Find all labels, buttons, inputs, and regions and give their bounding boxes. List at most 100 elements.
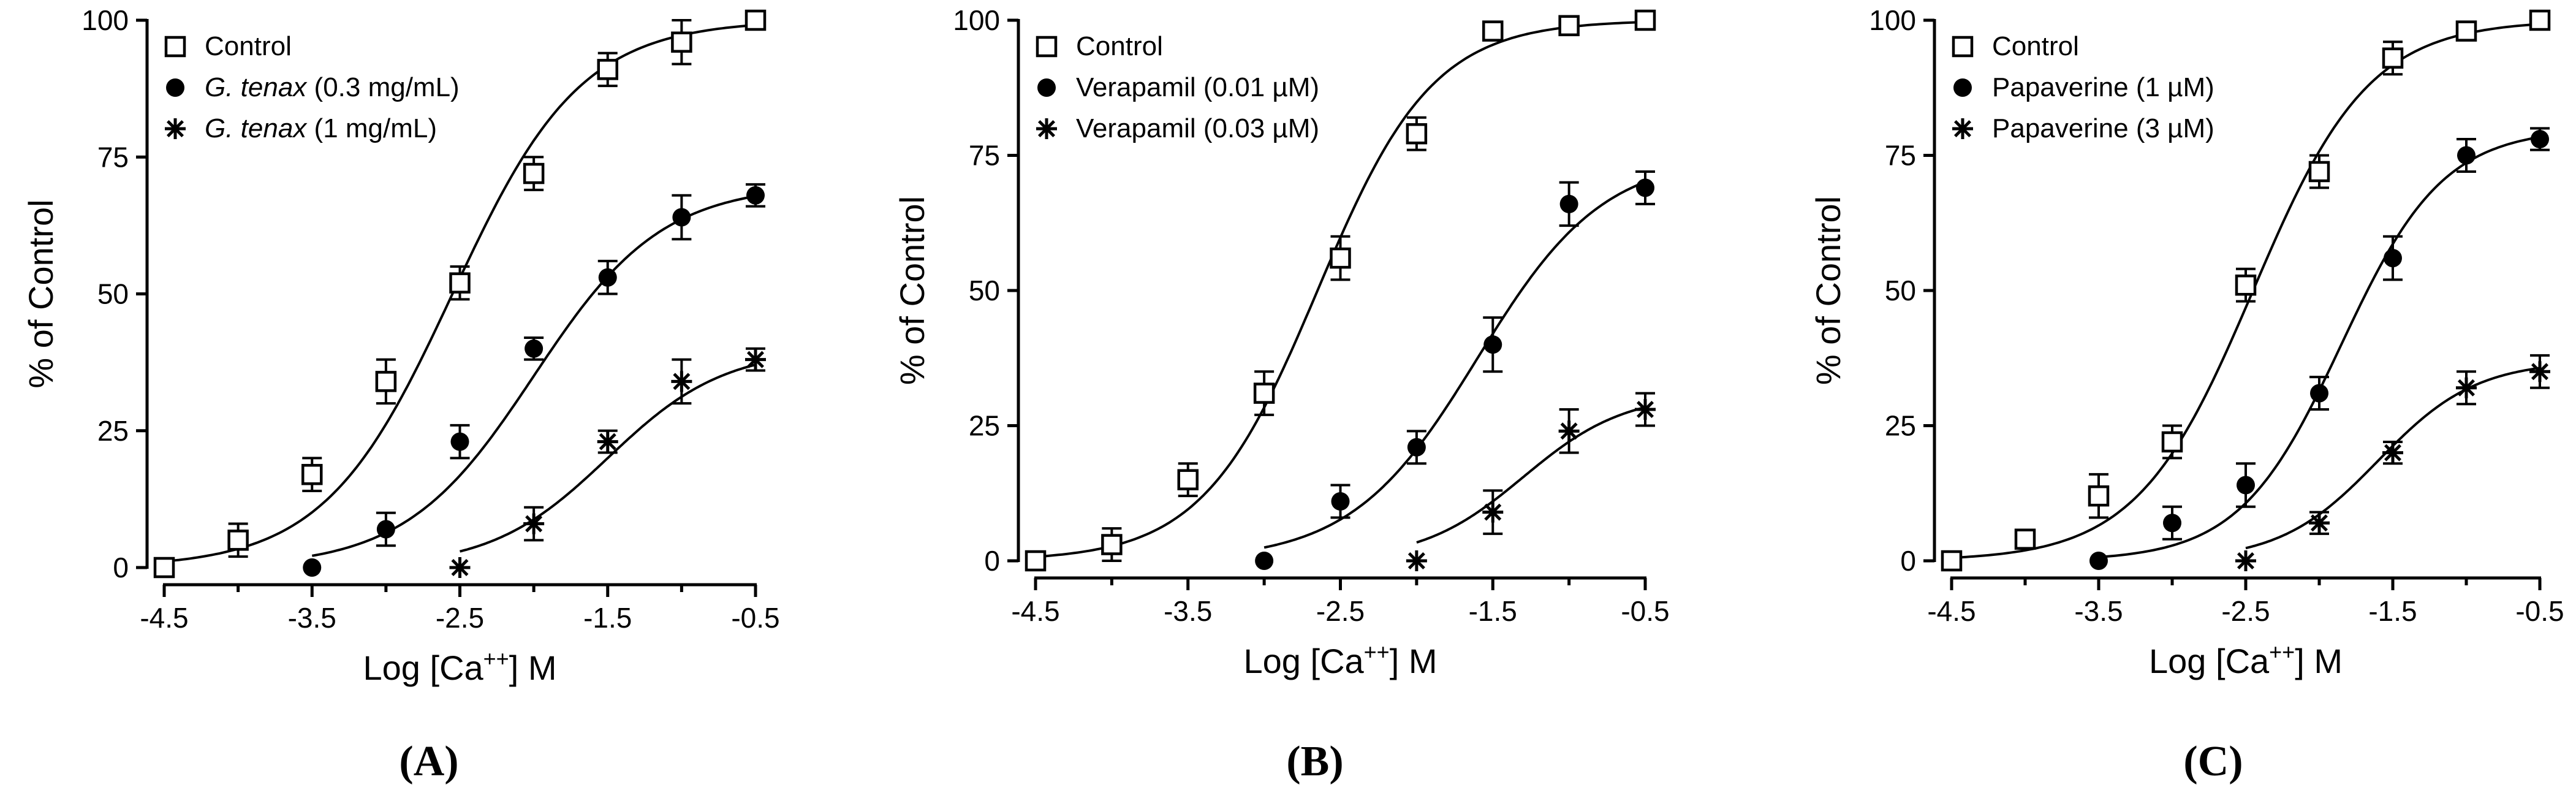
asterisk-stroke: [166, 120, 184, 138]
legend-entry: Verapamil (0.01 µM): [1076, 72, 1319, 102]
series-2: [1255, 170, 1655, 570]
x-tick-label: -2.5: [436, 602, 484, 634]
data-point: [2309, 512, 2330, 534]
data-point: [449, 557, 471, 578]
x-tick-label: -3.5: [1164, 595, 1212, 627]
data-point: [2456, 377, 2477, 398]
asterisk-stroke: [1037, 120, 1056, 138]
data-point: [449, 272, 471, 294]
x-axis-label-part: ] M: [2295, 642, 2343, 680]
data-point: [597, 59, 618, 80]
legend-entry-part: Verapamil (0.03 µM): [1076, 113, 1319, 143]
x-tick-label: -4.5: [140, 602, 188, 634]
x-axis-label: Log [Ca++] M: [363, 646, 557, 687]
chart-panel-3: 0 25 50 75 100 -4.5 -3.5 -2.5 -1.5 -0.5 % of Contr…: [1809, 4, 2564, 785]
x-axis-label-part: ] M: [1390, 642, 1438, 680]
data-point: [2089, 552, 2108, 570]
data-point: [2382, 47, 2404, 69]
data-point: [2455, 20, 2477, 42]
legend-entry: Verapamil (0.03 µM): [1076, 113, 1319, 143]
y-tick-label: 0: [984, 545, 1000, 577]
data-point: [598, 268, 617, 287]
data-point: [153, 557, 175, 579]
data-point: [1634, 9, 1656, 31]
legend-entry: Papaverine (1 µM): [1992, 72, 2214, 102]
legend-entry-part: Papaverine (1 µM): [1992, 72, 2214, 102]
asterisk-stroke: [746, 351, 765, 368]
data-point: [1558, 15, 1580, 37]
x-tick-label: -0.5: [2515, 595, 2564, 627]
data-point: [1253, 382, 1275, 404]
asterisk-stroke: [673, 373, 691, 390]
fit-curve: [2098, 135, 2540, 558]
data-point: [2384, 249, 2402, 268]
data-point: [1025, 550, 1047, 572]
asterisk-stroke: [1636, 401, 1654, 419]
x-tick-label: -1.5: [2368, 595, 2417, 627]
data-point: [523, 513, 545, 534]
y-tick-label: 25: [969, 410, 1000, 442]
data-point: [597, 431, 618, 452]
data-point: [2014, 528, 2036, 550]
legend-entry-part: G. tenax: [205, 72, 308, 102]
series-1: [153, 9, 767, 579]
panel-label: (B): [1286, 738, 1343, 785]
asterisk-stroke: [2310, 514, 2328, 532]
legend-entry-part: G. tenax: [205, 113, 308, 143]
data-point: [1558, 420, 1580, 442]
x-tick-label: -4.5: [1011, 595, 1059, 627]
data-point: [450, 432, 469, 451]
data-point: [1559, 194, 1578, 213]
legend-entry: Papaverine (3 µM): [1992, 113, 2214, 143]
x-tick-label: -1.5: [1469, 595, 1517, 627]
data-point: [1636, 178, 1654, 197]
asterisk-stroke: [2237, 552, 2255, 570]
y-tick-label: 100: [81, 4, 129, 36]
legend-marker: [1953, 78, 1972, 97]
y-tick-label: 50: [1885, 275, 1916, 306]
y-tick-label: 50: [969, 275, 1000, 306]
data-point: [671, 31, 692, 53]
x-axis-label-part: Log [Ca: [363, 648, 484, 687]
panel-label: (A): [399, 738, 458, 785]
legend-marker: [1036, 36, 1058, 58]
legend-entry-part: (0.3 mg/mL): [306, 72, 459, 102]
data-point: [744, 9, 767, 31]
legend: Control Papaverine (1 µM) Papaverine (3 µM…: [1952, 31, 2214, 143]
y-axis-label: % of Control: [21, 199, 60, 388]
data-point: [227, 530, 249, 551]
series-1: [1941, 9, 2551, 572]
fit-curve: [1416, 406, 1646, 544]
asterisk-stroke: [1407, 552, 1425, 570]
data-point: [1407, 438, 1426, 457]
data-point: [2235, 550, 2256, 571]
y-tick-label: 50: [97, 278, 129, 310]
legend-entry-part: Papaverine (3 µM): [1992, 113, 2214, 143]
data-point: [746, 186, 765, 205]
data-point: [671, 371, 692, 392]
chart-panel-1: 0 25 50 75 100 -4.5 -3.5 -2.5 -1.5 -0.5 % of Contr…: [21, 4, 780, 785]
data-point: [1482, 20, 1504, 42]
legend-marker: [166, 78, 184, 97]
series-2: [303, 183, 765, 577]
x-tick-label: -2.5: [1316, 595, 1365, 627]
legend: Control Verapamil (0.01 µM) Verapamil (0.0…: [1036, 31, 1319, 143]
data-point: [301, 463, 323, 485]
asterisk-stroke: [525, 515, 543, 533]
data-point: [745, 349, 766, 370]
y-tick-label: 25: [97, 415, 129, 447]
legend-marker: [165, 118, 186, 139]
data-point: [1255, 552, 1274, 570]
panel-label: (C): [2183, 738, 2243, 785]
legend-entry: Control: [205, 31, 292, 61]
y-tick-label: 100: [953, 4, 1000, 36]
x-tick-label: -0.5: [1621, 595, 1669, 627]
series-3: [449, 347, 766, 578]
x-axis-label-part: ] M: [509, 648, 557, 687]
x-axis-label: Log [Ca++] M: [2149, 639, 2343, 680]
data-point: [2310, 384, 2328, 403]
fit-curve: [459, 363, 756, 553]
data-point: [375, 371, 397, 392]
